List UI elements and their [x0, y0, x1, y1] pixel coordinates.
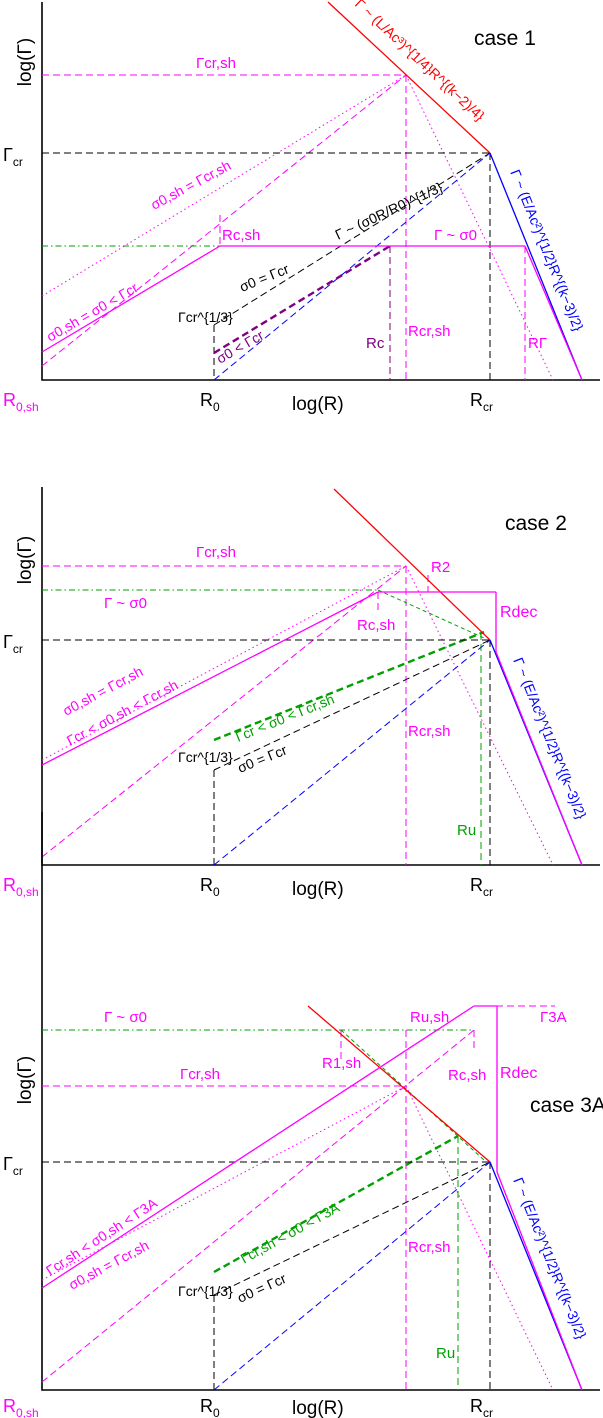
panel2-green-dashed-fall	[377, 589, 485, 639]
panel2-gamma-cr13-label: Γcr^{1/3}	[178, 749, 233, 765]
panel3-blue-dashed	[213, 1161, 491, 1391]
panel1-rgamma-label: RΓ	[528, 335, 547, 352]
panel1-magenta-solid-rise	[41, 245, 221, 353]
panel2-case-label: case 2	[505, 512, 567, 535]
panel3-r1sh-label: R1,sh	[322, 1055, 361, 1072]
panel2-rcsh-label: Rc,sh	[357, 617, 395, 634]
panel3-rcsh-label: Rc,sh	[448, 1067, 486, 1084]
panel1-blue-dashed	[213, 152, 491, 381]
panel1-magenta-solid-fall	[524, 245, 583, 381]
panel3-x-tick-r0sh: R0,sh	[3, 1396, 39, 1418]
panel1-purple-dashed	[213, 244, 391, 355]
panel1-axes	[41, 2, 600, 381]
panel2-rcrsh-label: Rcr,sh	[408, 723, 451, 740]
panel2-y-tick-gamma-cr: Γcr	[3, 632, 23, 656]
panel1-magenta-dotted	[41, 74, 407, 297]
panel3-rdec-label: Rdec	[500, 1065, 537, 1082]
panel1-blue-line-label: Γ ~ (E/Ac²)^{1/2}R^{(k−3)/2}	[507, 167, 587, 333]
panel1-y-tick-gamma-cr: Γcr	[3, 145, 23, 169]
panel2-r2-label: R2	[431, 559, 450, 576]
panel1-magenta-diag	[41, 74, 407, 367]
panel3-axes	[41, 812, 600, 1391]
panel2-black-diag	[213, 639, 491, 771]
panel1-sigma-lt-cr-label: σ0 < Γcr	[214, 327, 267, 367]
panel1-rc-label: Rc	[366, 335, 385, 352]
panel2-gamma-crsh-label: Γcr,sh	[196, 544, 236, 561]
panel2-magenta-solid-rise	[41, 591, 379, 766]
panel-case-3a: case 3A log(Γ) Γcr R0,sh R0 Rcr log(R) Γ…	[3, 812, 603, 1418]
panel1-black-dashed-label: Γ ~ (σ0R/R0)^{1/3}	[333, 179, 446, 243]
panel3-magenta-solid-fall	[496, 1171, 583, 1391]
panel2-red-line	[333, 488, 491, 641]
panel2-x-axis-label: log(R)	[292, 879, 344, 900]
panel3-black-diag	[213, 1161, 491, 1296]
panel1-rcsh-label: Rc,sh	[222, 227, 260, 244]
panel3-magenta-dotted-fall	[405, 1085, 554, 1391]
panel1-x-axis-label: log(R)	[292, 394, 344, 415]
panel2-rdec-label: Rdec	[500, 604, 537, 621]
panel3-green-thick-dashed	[213, 1134, 459, 1274]
panel3-y-axis-label: log(Γ)	[15, 1056, 36, 1104]
panel2-magenta-diag	[41, 565, 407, 858]
panel3-blue-line-label: Γ ~ (E/Ac²)^{1/2}R^{(k−3)/2}	[510, 1175, 590, 1341]
panel3-magenta-solid-rise	[41, 1005, 475, 1289]
panel2-blue-line-label: Γ ~ (E/Ac²)^{1/2}R^{(k−3)/2}	[510, 655, 590, 821]
panel3-gamma-sigma-label: Γ ~ σ0	[104, 1009, 147, 1026]
panel1-red-line	[327, 1, 491, 154]
panel1-sigma-lt-label: σ0,sh = σ0 < Γcr	[44, 279, 141, 344]
panel3-x-tick-r0: R0	[200, 1396, 220, 1418]
panel2-x-tick-r0sh: R0,sh	[3, 875, 39, 899]
panel3-gamma-crsh-label: Γcr,sh	[180, 1066, 220, 1083]
panel3-rush-label: Ru,sh	[410, 1009, 449, 1026]
panel2-blue-dashed	[213, 639, 491, 866]
panel2-x-tick-r0: R0	[200, 875, 220, 899]
panel3-green-dashed-fall	[340, 1029, 485, 1161]
panel3-magenta-dotted	[41, 1085, 407, 1281]
panel-case-1: case 1 log(Γ) Γcr R0,sh R0 Rcr log(R) Γ …	[3, 0, 600, 415]
panel2-magenta-dotted	[41, 565, 407, 761]
panel3-y-tick-gamma-cr: Γcr	[3, 1154, 23, 1178]
panel1-sigma-eq-sh-label: σ0,sh = Γcr,sh	[148, 157, 234, 213]
panel3-sigma-eq-cr-label: σ0 = Γcr	[235, 1270, 289, 1306]
panel2-y-axis-label: log(Γ)	[15, 536, 36, 584]
panel3-x-tick-rcr: Rcr	[470, 1396, 493, 1418]
panel1-gamma-sigma-label: Γ ~ σ0	[434, 227, 477, 244]
panel1-x-tick-r0sh: R0,sh	[3, 390, 39, 414]
panel3-red-line	[307, 1005, 491, 1163]
panel3-ru-label: Ru	[436, 1345, 455, 1362]
panel2-magenta-dotted-fall	[405, 565, 554, 866]
panel1-rcrsh-label: Rcr,sh	[408, 323, 451, 340]
panel2-gamma-sigma-label: Γ ~ σ0	[104, 595, 147, 612]
panel3-case-label: case 3A	[530, 1094, 603, 1117]
panel-case-2: case 2 log(Γ) Γcr R0,sh R0 Rcr log(R) Γc…	[3, 487, 600, 900]
panel1-x-tick-rcr: Rcr	[470, 390, 493, 414]
panel1-gamma-crsh-label: Γcr,sh	[196, 55, 236, 72]
panel1-y-axis-label: log(Γ)	[15, 38, 36, 86]
panel2-x-tick-rcr: Rcr	[470, 875, 493, 899]
panel3-sigma-range-label: Γcr,sh < σ0 < Γ3A	[238, 1199, 343, 1267]
panel3-magenta-diag	[41, 1029, 475, 1383]
panel1-case-label: case 1	[474, 27, 536, 50]
panel2-sigma-eq-cr-label: σ0 = Γcr	[235, 741, 289, 775]
panel1-gamma-cr13-label: Γcr^{1/3}	[178, 309, 233, 325]
panel2-magenta-solid-fall	[495, 651, 583, 866]
panel1-red-line-label: Γ ~ (L/Ac³)^{1/4}R^{(k−2)/4}	[352, 0, 488, 124]
panel3-x-axis-label: log(R)	[292, 1398, 344, 1418]
panel1-sigma-eq-cr-label: σ0 = Γcr	[237, 260, 291, 294]
panel2-ru-label: Ru	[457, 822, 476, 839]
panel2-green-thick-dashed	[213, 630, 485, 742]
panel3-rcrsh-label: Rcr,sh	[408, 1239, 451, 1256]
panel1-blue-line	[489, 152, 583, 381]
panel3-gamma-cr13-label: Γcr^{1/3}	[178, 1283, 233, 1299]
panel3-gamma3a-label: Γ3A	[540, 1009, 567, 1026]
panel1-x-tick-r0: R0	[200, 390, 220, 414]
